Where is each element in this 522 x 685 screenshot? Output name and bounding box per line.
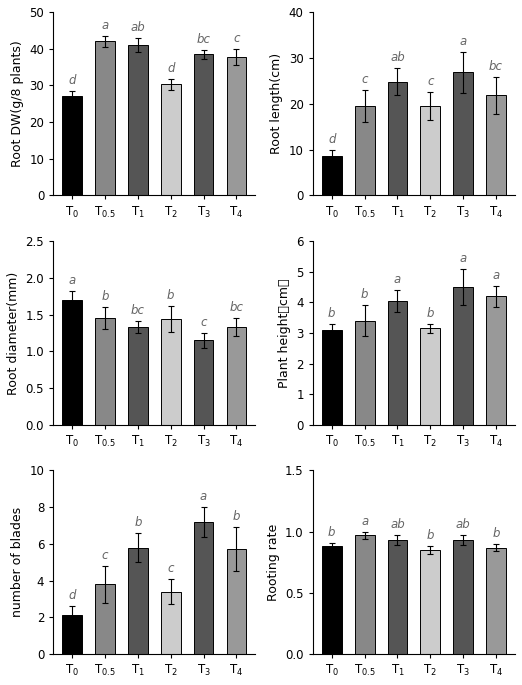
Bar — [194, 522, 213, 654]
Text: a: a — [361, 514, 369, 527]
Text: a: a — [459, 35, 467, 48]
Bar — [486, 296, 506, 425]
Bar — [322, 547, 342, 654]
Bar — [161, 592, 181, 654]
Text: b: b — [328, 525, 336, 538]
Bar — [194, 340, 213, 425]
Text: b: b — [426, 530, 434, 543]
Text: c: c — [102, 549, 108, 562]
Text: b: b — [492, 527, 500, 540]
Text: ab: ab — [130, 21, 145, 34]
Text: bc: bc — [229, 301, 243, 314]
Bar — [388, 540, 407, 654]
Bar — [128, 45, 148, 195]
Bar — [421, 328, 440, 425]
Text: bc: bc — [489, 60, 503, 73]
Text: c: c — [233, 32, 240, 45]
Bar — [227, 57, 246, 195]
Bar — [161, 319, 181, 425]
Bar — [421, 550, 440, 654]
Text: ab: ab — [390, 51, 405, 64]
Bar — [194, 54, 213, 195]
Text: a: a — [68, 274, 76, 287]
Bar — [388, 82, 407, 195]
Bar — [227, 327, 246, 425]
Bar — [95, 319, 115, 425]
Text: b: b — [426, 307, 434, 320]
Text: a: a — [200, 490, 207, 503]
Text: b: b — [233, 510, 240, 523]
Text: bc: bc — [131, 304, 145, 317]
Bar — [322, 156, 342, 195]
Text: b: b — [167, 289, 174, 302]
Bar — [227, 549, 246, 654]
Bar — [95, 41, 115, 195]
Text: a: a — [459, 251, 467, 264]
Text: ab: ab — [390, 519, 405, 532]
Bar — [355, 321, 374, 425]
Text: bc: bc — [197, 33, 210, 46]
Bar — [453, 540, 473, 654]
Text: d: d — [167, 62, 174, 75]
Text: a: a — [101, 18, 109, 32]
Bar — [453, 287, 473, 425]
Bar — [355, 106, 374, 195]
Text: ab: ab — [456, 519, 470, 532]
Bar — [95, 584, 115, 654]
Bar — [453, 73, 473, 195]
Bar — [128, 547, 148, 654]
Text: d: d — [328, 132, 336, 145]
Text: c: c — [427, 75, 434, 88]
Y-axis label: Plant height（cm）: Plant height（cm） — [278, 278, 291, 388]
Text: b: b — [328, 308, 336, 321]
Bar — [421, 106, 440, 195]
Bar — [128, 327, 148, 425]
Text: a: a — [394, 273, 401, 286]
Bar — [62, 300, 82, 425]
Bar — [62, 97, 82, 195]
Text: b: b — [101, 290, 109, 303]
Bar — [388, 301, 407, 425]
Bar — [161, 84, 181, 195]
Y-axis label: Root diameter(mm): Root diameter(mm) — [7, 271, 20, 395]
Bar — [322, 330, 342, 425]
Y-axis label: Root length(cm): Root length(cm) — [270, 53, 283, 154]
Text: c: c — [168, 562, 174, 575]
Bar — [355, 535, 374, 654]
Text: a: a — [492, 269, 500, 282]
Text: d: d — [68, 589, 76, 602]
Y-axis label: Root DW(g/8 plants): Root DW(g/8 plants) — [10, 40, 23, 167]
Y-axis label: Rooting rate: Rooting rate — [267, 523, 280, 601]
Text: c: c — [200, 316, 207, 329]
Text: b: b — [134, 516, 141, 529]
Text: b: b — [361, 288, 369, 301]
Y-axis label: number of blades: number of blades — [10, 507, 23, 617]
Bar — [486, 95, 506, 195]
Text: d: d — [68, 74, 76, 87]
Text: c: c — [361, 73, 368, 86]
Bar — [62, 615, 82, 654]
Bar — [486, 547, 506, 654]
